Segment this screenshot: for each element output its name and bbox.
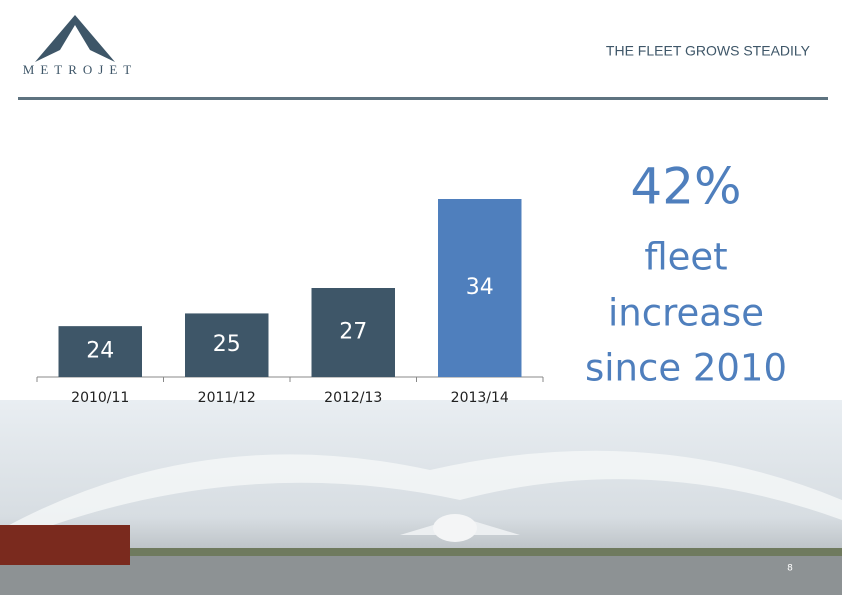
value-label: 27: [339, 320, 367, 345]
photo: [0, 400, 842, 595]
bar: [58, 326, 142, 377]
value-label: 25: [213, 332, 241, 357]
value-label: 34: [466, 275, 494, 300]
header-rule: [18, 97, 828, 100]
bar: [311, 288, 395, 377]
slide-title: THE FLEET GROWS STEADILY: [606, 43, 811, 59]
bar: [185, 313, 269, 377]
logo-text: METROJET: [23, 62, 137, 77]
logo: METROJET: [23, 15, 137, 77]
page-number: 8: [787, 564, 793, 574]
x-tick-label: 2012/13: [324, 390, 382, 406]
x-tick-label: 2013/14: [451, 390, 509, 406]
callout-figure: 42%: [630, 158, 741, 216]
x-tick-label: 2010/11: [71, 390, 129, 406]
x-tick-label: 2011/12: [198, 390, 256, 406]
bar: [438, 199, 522, 377]
callout-line: increase: [608, 292, 764, 335]
value-label: 24: [86, 339, 114, 364]
callout-line: since 2010: [585, 347, 787, 390]
callout-line: fleet: [644, 236, 727, 279]
